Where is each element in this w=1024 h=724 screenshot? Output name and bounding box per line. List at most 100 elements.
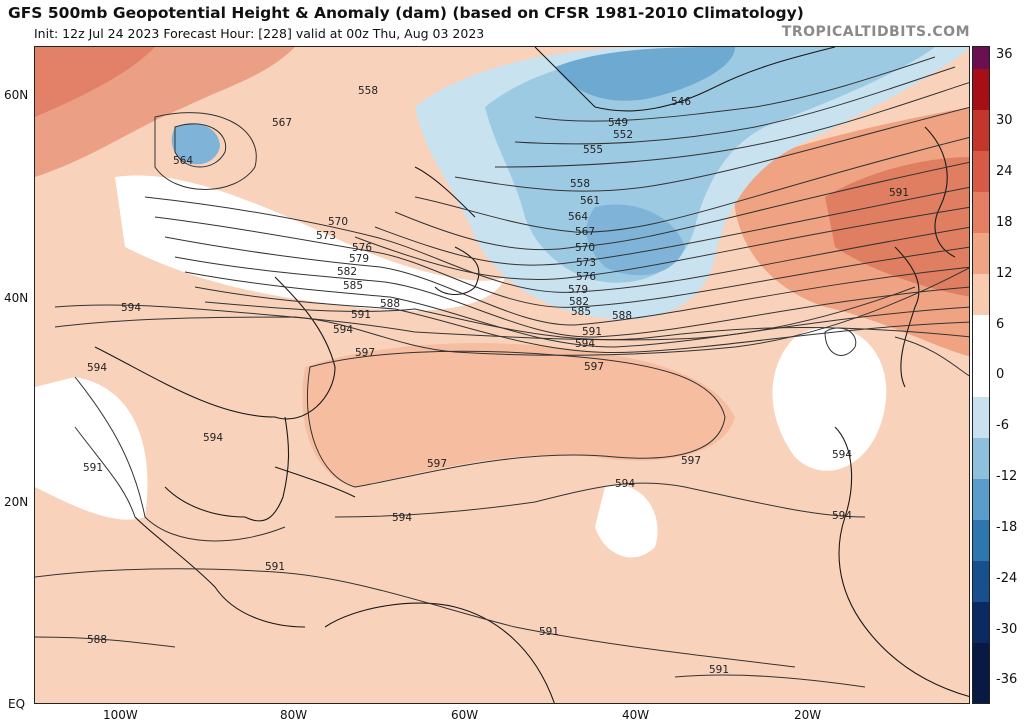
contour-label: 597: [681, 455, 701, 467]
contour-label: 585: [343, 280, 363, 292]
colorbar-segment: [973, 438, 989, 479]
lon-label-40w: 40W: [622, 708, 650, 722]
contour-label: 594: [203, 432, 223, 444]
colorbar-label: 12: [996, 266, 1013, 281]
contour-label: 588: [612, 310, 632, 322]
contour-597-high: [306, 350, 726, 488]
colorbar-segment: [973, 315, 989, 356]
contour-591-north: [54, 286, 916, 341]
contour-570: [144, 196, 969, 293]
contour-597-east: [894, 336, 969, 377]
contour-label: 576: [352, 242, 372, 254]
contour-label: 597: [427, 458, 447, 470]
contour-573: [154, 216, 969, 308]
contour-576: [164, 236, 969, 326]
lon-label-100w: 100W: [103, 708, 138, 722]
contour-552: [494, 82, 969, 168]
colorbar-segment: [973, 643, 989, 703]
contour-label: 588: [380, 298, 400, 310]
lat-label-40n: 40N: [4, 291, 29, 305]
contour-549: [514, 66, 956, 145]
contour-591-west: [74, 426, 136, 518]
colorbar-segment: [973, 602, 989, 643]
contour-label: 585: [571, 306, 591, 318]
contour-label: 591: [709, 664, 729, 676]
contour-label: 570: [575, 242, 595, 254]
colorbar-segment: [973, 356, 989, 397]
coast-us-east: [94, 276, 336, 420]
contour-594-south: [334, 482, 866, 518]
colorbar-label: 24: [996, 164, 1013, 179]
contour-585: [194, 286, 969, 354]
contour-label: 594: [832, 510, 852, 522]
coast-south-america: [324, 602, 555, 703]
contour-588-south: [35, 636, 176, 648]
contour-561: [394, 161, 969, 251]
contour-label: 591: [889, 187, 909, 199]
contour-567: [354, 206, 969, 281]
contour-label: 594: [615, 478, 635, 490]
contour-label: 591: [351, 309, 371, 321]
coast-labrador: [414, 166, 476, 218]
coast-gulf: [164, 416, 290, 522]
colorbar-segment: [973, 397, 989, 438]
contour-label: 564: [568, 211, 588, 223]
lat-label-60n: 60N: [4, 88, 29, 102]
lat-label-20n: 20N: [4, 495, 29, 509]
contour-labels: 546 549 552 555 558 558 561 564 564 567 …: [83, 85, 909, 676]
colorbar-label: -36: [996, 672, 1018, 687]
contour-597-closed: [824, 327, 857, 356]
contour-label: 579: [349, 253, 369, 265]
colorbar-segment: [973, 274, 989, 315]
colorbar-label: -24: [996, 571, 1018, 586]
contour-label: 576: [576, 271, 596, 283]
colorbar-label: -30: [996, 622, 1018, 637]
contour-label: 594: [575, 338, 595, 350]
contour-label: 555: [583, 144, 603, 156]
contour-579: [174, 256, 969, 338]
contour-label: 561: [580, 195, 600, 207]
contour-label: 567: [272, 117, 292, 129]
coast-cuba: [274, 466, 356, 498]
colorbar-segment: [973, 47, 989, 69]
colorbar-segment: [973, 520, 989, 561]
colorbar-segment: [973, 69, 989, 110]
contour-label: 594: [832, 449, 852, 461]
contour-591-se: [674, 674, 866, 688]
lon-label-60w: 60W: [451, 708, 479, 722]
init-forecast-info: Init: 12z Jul 24 2023 Forecast Hour: [22…: [34, 26, 485, 41]
contour-555: [454, 106, 969, 192]
lon-label-20w: 20W: [794, 708, 822, 722]
contour-582: [184, 271, 969, 348]
coast-west-africa: [834, 426, 969, 697]
contour-564-low: [174, 123, 227, 168]
contour-label: 597: [355, 347, 375, 359]
contour-label: 594: [87, 362, 107, 374]
lon-label-80w: 80W: [280, 708, 308, 722]
warm-core-east: [825, 157, 969, 297]
neutral-zone-east-atlantic: [772, 326, 887, 471]
contour-label: 573: [576, 257, 596, 269]
contour-label: 591: [539, 626, 559, 638]
colorbar-label: -12: [996, 469, 1018, 484]
contour-546: [534, 56, 936, 122]
coast-british-isles: [924, 126, 956, 258]
warm-core-nw: [35, 47, 155, 117]
colorbar-label: -6: [996, 418, 1009, 433]
colorbar-label: 6: [996, 317, 1005, 332]
contour-564: [374, 186, 969, 266]
coast-greenland: [534, 47, 836, 112]
contour-label: 591: [265, 561, 285, 573]
contour-label: 582: [337, 266, 357, 278]
map-canvas: 546 549 552 555 558 558 561 564 564 567 …: [35, 47, 969, 703]
colorbar-segment: [973, 561, 989, 602]
contour-label: 588: [87, 634, 107, 646]
colorbar-segment: [973, 110, 989, 151]
anomaly-colorbar: [972, 46, 990, 704]
contour-label: 597: [584, 361, 604, 373]
height-contours: [35, 56, 969, 688]
colorbar-label: 0: [996, 367, 1005, 382]
contour-label: 552: [613, 129, 633, 141]
contour-558: [414, 136, 969, 233]
contour-label: 591: [582, 326, 602, 338]
